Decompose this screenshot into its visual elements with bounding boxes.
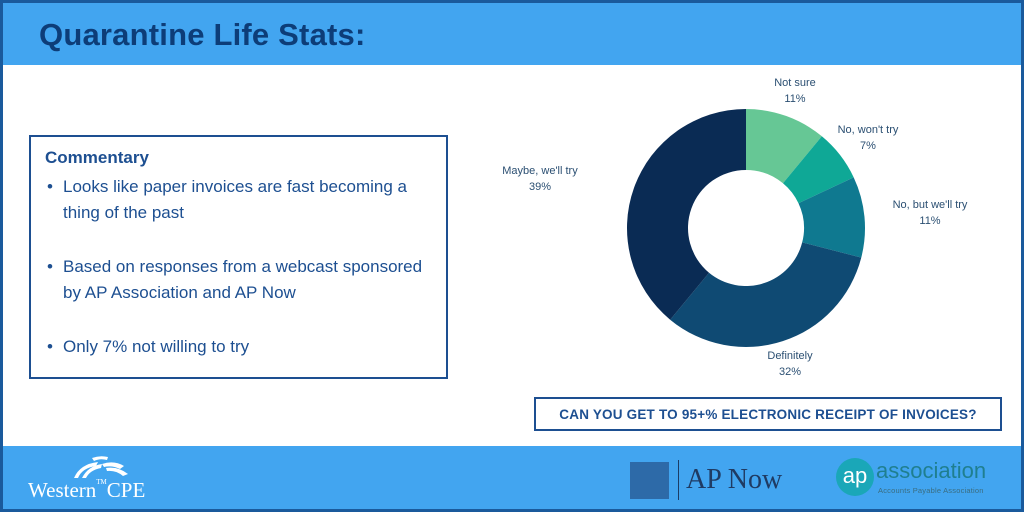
ap-now-square-icon xyxy=(630,462,669,499)
ap-association-initials: ap xyxy=(842,462,868,488)
donut-slice xyxy=(782,136,854,204)
ap-association-circle-icon: ap xyxy=(836,458,874,496)
slice-label: No, won't try xyxy=(838,124,899,136)
ap-now-divider xyxy=(678,460,679,500)
slice-percent-label: 11% xyxy=(919,215,940,227)
slice-percent-label: 11% xyxy=(784,93,805,105)
slice-percent-label: 32% xyxy=(779,366,801,378)
ap-association-logo: ap association Accounts Payable Associat… xyxy=(836,456,996,504)
ap-association-wordmark: association xyxy=(876,458,987,483)
western-cpe-wordmark: WesternTMCPE xyxy=(28,478,145,503)
trademark-mark: TM xyxy=(96,478,107,486)
western-word: Western xyxy=(28,478,97,502)
commentary-bullet: Looks like paper invoices are fast becom… xyxy=(45,174,434,226)
commentary-heading: Commentary xyxy=(45,148,149,167)
header-band: Quarantine Life Stats: xyxy=(3,3,1021,65)
ap-association-tagline: Accounts Payable Association xyxy=(878,486,984,495)
commentary-bullet: Based on responses from a webcast sponso… xyxy=(45,254,434,306)
commentary-bullet: Only 7% not willing to try xyxy=(45,334,434,360)
cpe-word: CPE xyxy=(106,478,146,502)
callout-box: CAN YOU GET TO 95+% ELECTRONIC RECEIPT O… xyxy=(534,397,1002,431)
slice-percent-label: 7% xyxy=(860,140,876,152)
sunrise-icon xyxy=(74,456,128,478)
western-cpe-logo: WesternTMCPE xyxy=(28,454,178,504)
slice-label: No, but we'll try xyxy=(893,199,968,211)
slice-label: Not sure xyxy=(774,77,816,89)
donut-slice xyxy=(746,109,822,184)
slice-label: Maybe, we'll try xyxy=(502,165,578,177)
slice-percent-label: 39% xyxy=(529,181,551,193)
callout-text: CAN YOU GET TO 95+% ELECTRONIC RECEIPT O… xyxy=(559,406,977,422)
page-title: Quarantine Life Stats: xyxy=(39,17,366,52)
slice-label: Definitely xyxy=(767,350,813,362)
donut-slice xyxy=(627,109,746,320)
donut-chart: Not sure 11% No, won't try 7% No, but we'll … xyxy=(502,77,968,378)
ap-now-wordmark: AP Now xyxy=(686,464,783,495)
commentary-list: Looks like paper invoices are fast becom… xyxy=(45,174,434,360)
donut-slice xyxy=(798,177,865,258)
ap-now-logo: AP Now xyxy=(630,458,810,500)
donut-slice xyxy=(670,242,862,347)
commentary-box: Commentary Looks like paper invoices are… xyxy=(29,135,448,379)
